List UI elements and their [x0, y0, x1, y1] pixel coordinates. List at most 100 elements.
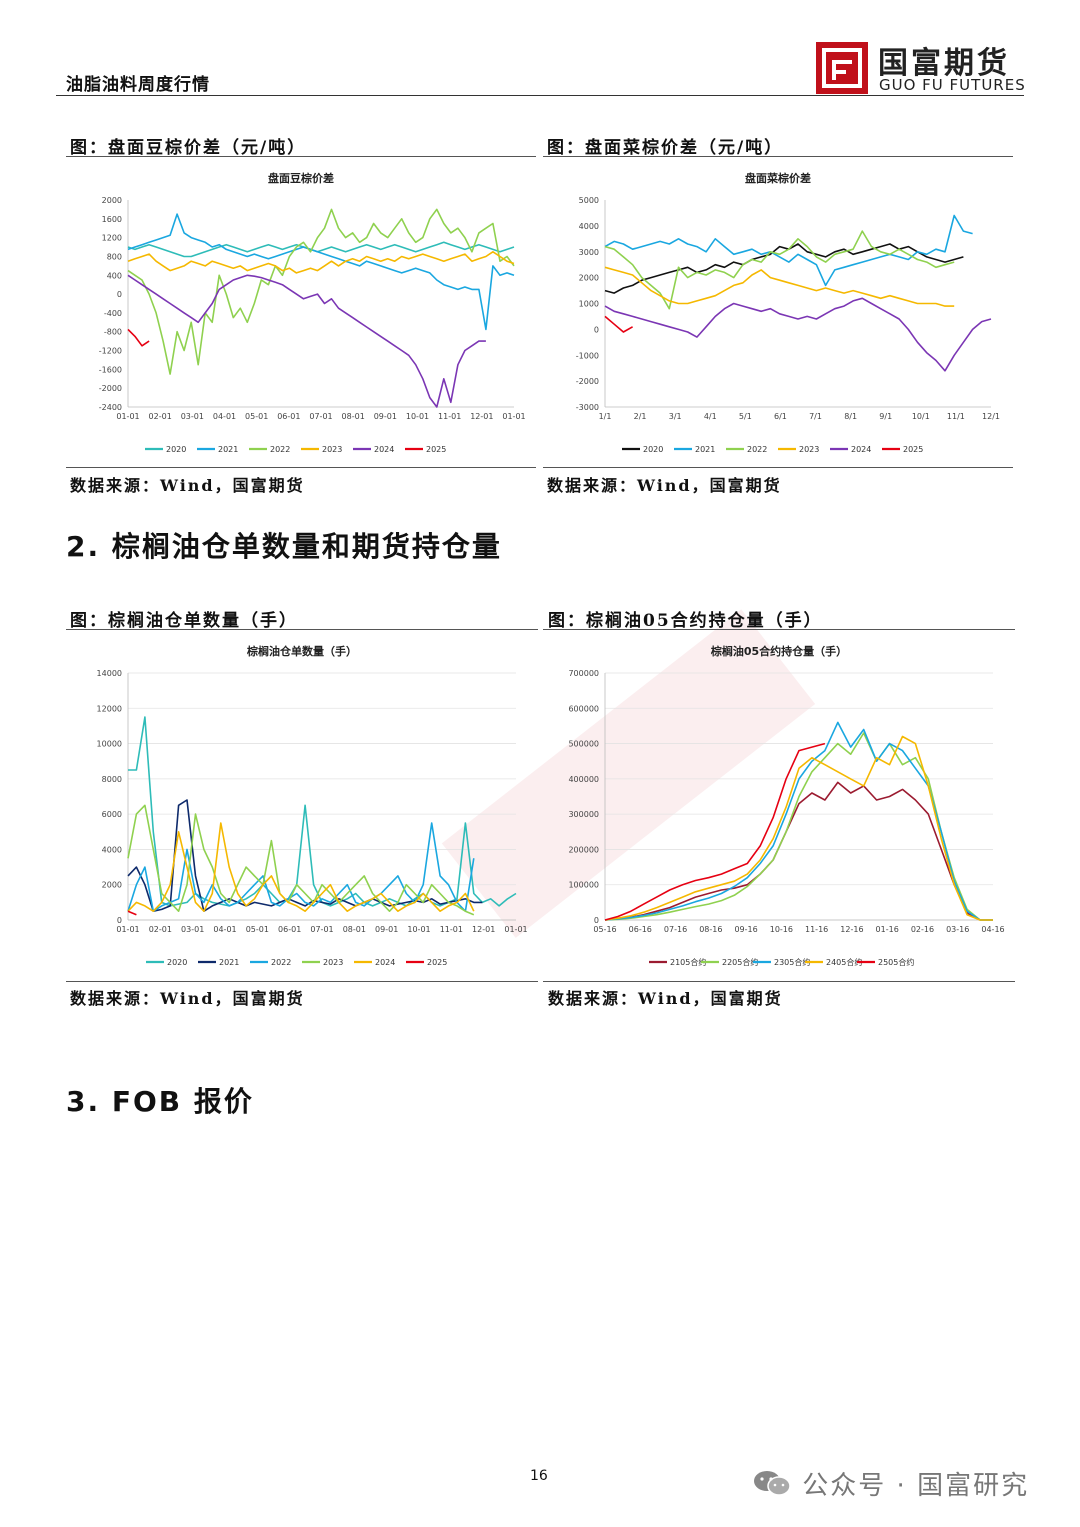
y-tick-label: 0 [594, 916, 599, 925]
chart-palm-warehouse-receipts: 棕榈油仓单数量（手） 14000 12000 10000 8000 6000 4000 200… [66, 633, 538, 978]
legend-label: 2505合约 [878, 957, 914, 967]
x-tick-label: 12-16 [840, 925, 863, 934]
logo-english-name: GUO FU FUTURES [879, 76, 1026, 94]
x-tick-label: 07-01 [309, 412, 332, 421]
x-tick-label: 05-16 [593, 925, 616, 934]
x-tick-label: 01-01 [504, 925, 527, 934]
figure-caption-palm-warehouse-receipts: 图：棕榈油仓单数量（手） [70, 611, 298, 631]
series-line-2023 [127, 251, 515, 274]
x-tick-label: 11-01 [438, 412, 461, 421]
series-line-2020 [127, 241, 515, 258]
legend-label: 2305合约 [774, 957, 810, 967]
x-tick-label: 01-01 [502, 412, 525, 421]
y-tick-label: 1000 [579, 300, 599, 309]
x-tick-label: 08-16 [699, 925, 722, 934]
x-tick-label: 02-01 [149, 412, 172, 421]
y-tick-label: -1600 [99, 365, 122, 374]
page-number: 16 [530, 1468, 548, 1484]
series-line-2022 [127, 822, 475, 913]
y-tick-label: 4000 [102, 845, 122, 854]
y-tick-label: -2400 [99, 403, 122, 412]
x-tick-label: 6/1 [774, 412, 787, 421]
x-tick-label: 06-01 [278, 925, 301, 934]
y-tick-label: 5000 [579, 196, 599, 205]
legend-label: 2023 [799, 445, 819, 454]
y-tick-label: 2000 [102, 196, 122, 205]
x-tick-label: 06-01 [277, 412, 300, 421]
figure-caption-soy-palm-spread: 图：盘面豆棕价差（元/吨） [70, 138, 307, 158]
y-tick-label: 700000 [568, 669, 599, 678]
x-tick-label: 07-01 [310, 925, 333, 934]
y-tick-label: 600000 [568, 704, 599, 713]
legend-label: 2024 [374, 445, 394, 454]
y-tick-label: 0 [594, 325, 599, 334]
y-tick-label: 200000 [568, 845, 599, 854]
series-line-2023 [604, 266, 955, 307]
wechat-icon [754, 1471, 791, 1496]
figure-source: 数据来源：Wind，国富期货 [70, 989, 305, 1008]
chart-title: 棕榈油05合约持仓量（手） [710, 644, 847, 658]
legend-label: 2405合约 [826, 957, 862, 967]
chart-title: 盘面豆棕价差 [268, 171, 334, 185]
y-tick-label: 300000 [568, 810, 599, 819]
y-tick-label: 4000 [579, 222, 599, 231]
legend-label: 2020 [166, 445, 186, 454]
figure-rule [543, 981, 1015, 982]
x-tick-label: 10-01 [406, 412, 429, 421]
y-tick-label: -2000 [576, 377, 599, 386]
x-tick-label: 09-16 [734, 925, 757, 934]
x-tick-label: 10/1 [912, 412, 930, 421]
y-tick-label: 6000 [102, 810, 122, 819]
legend-label: 2023 [322, 445, 342, 454]
series-line-2024 [127, 822, 475, 913]
y-tick-label: 1200 [102, 234, 122, 243]
y-tick-label: 2000 [102, 881, 122, 890]
legend-label: 2022 [270, 445, 290, 454]
legend-label: 2021 [695, 445, 715, 454]
section-heading-warehouse-receipts: 2. 棕榈油仓单数量和期货持仓量 [66, 530, 502, 563]
series-line-2505合约 [604, 742, 826, 921]
figure-rule [543, 156, 1013, 157]
x-tick-label: 08-01 [343, 925, 366, 934]
x-tick-label: 10-16 [770, 925, 793, 934]
y-tick-label: -800 [104, 328, 122, 337]
x-tick-label: 05-01 [246, 925, 269, 934]
y-tick-label: 2000 [579, 274, 599, 283]
legend-label: 2023 [323, 958, 343, 967]
x-tick-label: 02-16 [911, 925, 934, 934]
x-tick-label: 04-16 [981, 925, 1004, 934]
y-tick-label: 8000 [102, 775, 122, 784]
x-tick-label: 7/1 [809, 412, 822, 421]
logo-chinese-name: 国富期货 [878, 46, 1010, 81]
wechat-label: 公众号 [802, 1471, 887, 1501]
figure-source: 数据来源：Wind，国富期货 [547, 476, 782, 495]
figure-source: 数据来源：Wind，国富期货 [70, 476, 305, 495]
x-tick-label: 03-01 [181, 412, 204, 421]
y-tick-label: 10000 [97, 740, 122, 749]
x-tick-label: 2/1 [634, 412, 647, 421]
chart-rapeseed-palm-spread: 盘面菜棕价差 5000 4000 3000 2000 1000 0 -1000 -2000 -30… [543, 160, 1013, 465]
legend-label: 2022 [747, 445, 767, 454]
x-tick-label: 12/1 [982, 412, 1000, 421]
y-tick-label: 12000 [97, 704, 122, 713]
chart-palm-05-open-interest: 棕榈油05合约持仓量（手） 700000 600000 500000 400000 300… [543, 633, 1015, 978]
header-rule [56, 95, 1024, 96]
legend-label: 2021 [218, 445, 238, 454]
y-tick-label: 100000 [568, 881, 599, 890]
y-tick-label: 1600 [102, 215, 122, 224]
figure-caption-palm-05-open-interest: 图：棕榈油05合约持仓量（手） [548, 611, 823, 631]
x-tick-label: 01-01 [116, 412, 139, 421]
x-tick-label: 04-01 [213, 412, 236, 421]
y-tick-label: 800 [107, 252, 122, 261]
figure-rule [66, 981, 538, 982]
x-tick-label: 10-01 [407, 925, 430, 934]
legend-label: 2105合约 [670, 957, 706, 967]
y-tick-label: -400 [104, 309, 122, 318]
y-tick-label: 3000 [579, 248, 599, 257]
figure-rule [66, 629, 538, 630]
legend-label: 2024 [851, 445, 871, 454]
y-tick-label: -1200 [99, 347, 122, 356]
series-line-2405合约 [604, 735, 993, 921]
series-line-2021 [127, 213, 515, 331]
x-tick-label: 11/1 [947, 412, 965, 421]
